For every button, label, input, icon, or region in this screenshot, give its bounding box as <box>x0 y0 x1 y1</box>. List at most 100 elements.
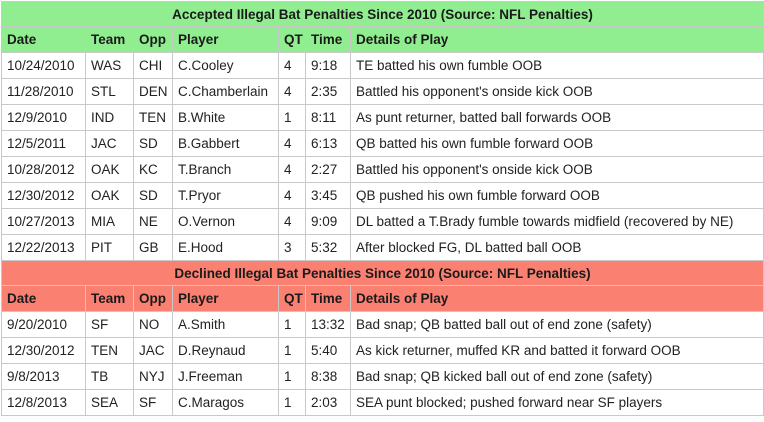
cell-time: 6:13 <box>305 130 351 157</box>
cell-time: 2:03 <box>305 389 351 416</box>
cell-time: 2:27 <box>305 156 351 183</box>
table-row: 9/20/2010 SF NO A.Smith 1 13:32 Bad snap; QB b… <box>1 311 764 338</box>
cell-player: C.Cooley <box>172 52 279 79</box>
cell-opp: CHI <box>133 52 173 79</box>
cell-qt: 1 <box>278 389 306 416</box>
cell-date: 10/28/2012 <box>1 156 86 183</box>
cell-qt: 4 <box>278 78 306 105</box>
cell-time: 2:35 <box>305 78 351 105</box>
table-row: 10/28/2012 OAK KC T.Branch 4 2:27 Battled his … <box>1 156 764 183</box>
cell-opp: GB <box>133 234 173 261</box>
cell-time: 9:09 <box>305 208 351 235</box>
cell-opp: SD <box>133 182 173 209</box>
cell-team: MIA <box>85 208 134 235</box>
table-row: 12/8/2013 SEA SF C.Maragos 1 2:03 SEA punt blo… <box>1 389 764 416</box>
column-header-opp: Opp <box>133 285 173 312</box>
column-header-date: Date <box>1 285 86 312</box>
cell-qt: 4 <box>278 182 306 209</box>
cell-opp: TEN <box>133 104 173 131</box>
table-row: 12/9/2010 IND TEN B.White 1 8:11 As punt retur… <box>1 104 764 131</box>
column-header-player: Player <box>172 285 279 312</box>
column-header-date: Date <box>1 26 86 53</box>
cell-date: 12/30/2012 <box>1 182 86 209</box>
column-header-qt: QT <box>278 26 306 53</box>
declined-section-title-row: Declined Illegal Bat Penalties Since 201… <box>0 260 764 286</box>
cell-player: A.Smith <box>172 311 279 338</box>
declined-section-title: Declined Illegal Bat Penalties Since 201… <box>0 260 764 286</box>
cell-opp: JAC <box>133 337 173 364</box>
cell-player: B.Gabbert <box>172 130 279 157</box>
cell-opp: NO <box>133 311 173 338</box>
cell-date: 12/22/2013 <box>1 234 86 261</box>
table-row: 11/28/2010 STL DEN C.Chamberlain 4 2:35 Battle… <box>1 78 764 105</box>
accepted-section-title-row: Accepted Illegal Bat Penalties Since 201… <box>0 1 764 27</box>
cell-time: 8:38 <box>305 363 351 390</box>
cell-details: As punt returner, batted ball forwards O… <box>349 104 764 131</box>
cell-player: O.Vernon <box>172 208 279 235</box>
table-row: 10/27/2013 MIA NE O.Vernon 4 9:09 DL batted a … <box>1 208 764 235</box>
cell-date: 12/30/2012 <box>1 337 86 364</box>
column-header-qt: QT <box>278 285 306 312</box>
cell-player: T.Pryor <box>172 182 279 209</box>
cell-details: SEA punt blocked; pushed forward near SF… <box>349 389 764 416</box>
cell-qt: 4 <box>278 208 306 235</box>
cell-qt: 1 <box>278 363 306 390</box>
cell-team: TB <box>85 363 134 390</box>
cell-team: JAC <box>85 130 134 157</box>
cell-team: OAK <box>85 182 134 209</box>
cell-team: STL <box>85 78 134 105</box>
cell-player: J.Freeman <box>172 363 279 390</box>
column-header-player: Player <box>172 26 279 53</box>
cell-details: Battled his opponent's onside kick OOB <box>349 78 764 105</box>
cell-date: 11/28/2010 <box>1 78 86 105</box>
cell-details: Bad snap; QB kicked ball out of end zone… <box>349 363 764 390</box>
column-header-team: Team <box>85 285 134 312</box>
cell-date: 12/5/2011 <box>1 130 86 157</box>
cell-details: Bad snap; QB batted ball out of end zone… <box>349 311 764 338</box>
column-header-details: Details of Play <box>349 285 764 312</box>
table-row: 12/5/2011 JAC SD B.Gabbert 4 6:13 QB batted hi… <box>1 130 764 157</box>
table-row: 10/24/2010 WAS CHI C.Cooley 4 9:18 TE batted h… <box>1 52 764 79</box>
cell-team: OAK <box>85 156 134 183</box>
cell-team: SEA <box>85 389 134 416</box>
cell-time: 13:32 <box>305 311 351 338</box>
cell-qt: 1 <box>278 337 306 364</box>
cell-opp: SD <box>133 130 173 157</box>
cell-qt: 1 <box>278 311 306 338</box>
cell-opp: DEN <box>133 78 173 105</box>
cell-qt: 1 <box>278 104 306 131</box>
cell-opp: NE <box>133 208 173 235</box>
cell-team: TEN <box>85 337 134 364</box>
table-row: 12/30/2012 OAK SD T.Pryor 4 3:45 QB pushed his… <box>1 182 764 209</box>
cell-date: 9/8/2013 <box>1 363 86 390</box>
column-header-time: Time <box>305 285 351 312</box>
cell-date: 10/27/2013 <box>1 208 86 235</box>
cell-date: 9/20/2010 <box>1 311 86 338</box>
cell-qt: 3 <box>278 234 306 261</box>
accepted-section-title: Accepted Illegal Bat Penalties Since 201… <box>0 1 764 27</box>
cell-qt: 4 <box>278 52 306 79</box>
cell-time: 5:40 <box>305 337 351 364</box>
column-header-team: Team <box>85 26 134 53</box>
cell-time: 8:11 <box>305 104 351 131</box>
table-row: 12/30/2012 TEN JAC D.Reynaud 1 5:40 As kick re… <box>1 337 764 364</box>
cell-player: B.White <box>172 104 279 131</box>
cell-team: SF <box>85 311 134 338</box>
cell-team: WAS <box>85 52 134 79</box>
cell-qt: 4 <box>278 130 306 157</box>
cell-date: 10/24/2010 <box>1 52 86 79</box>
cell-player: T.Branch <box>172 156 279 183</box>
table-row: 9/8/2013 TB NYJ J.Freeman 1 8:38 Bad snap; QB … <box>1 363 764 390</box>
cell-opp: NYJ <box>133 363 173 390</box>
cell-details: DL batted a T.Brady fumble towards midfi… <box>349 208 764 235</box>
cell-details: TE batted his own fumble OOB <box>349 52 764 79</box>
cell-opp: SF <box>133 389 173 416</box>
declined-header-row: Date Team Opp Player QT Time Details of Play <box>1 285 764 312</box>
cell-opp: KC <box>133 156 173 183</box>
column-header-time: Time <box>305 26 351 53</box>
cell-player: C.Maragos <box>172 389 279 416</box>
cell-team: PIT <box>85 234 134 261</box>
cell-details: As kick returner, muffed KR and batted i… <box>349 337 764 364</box>
